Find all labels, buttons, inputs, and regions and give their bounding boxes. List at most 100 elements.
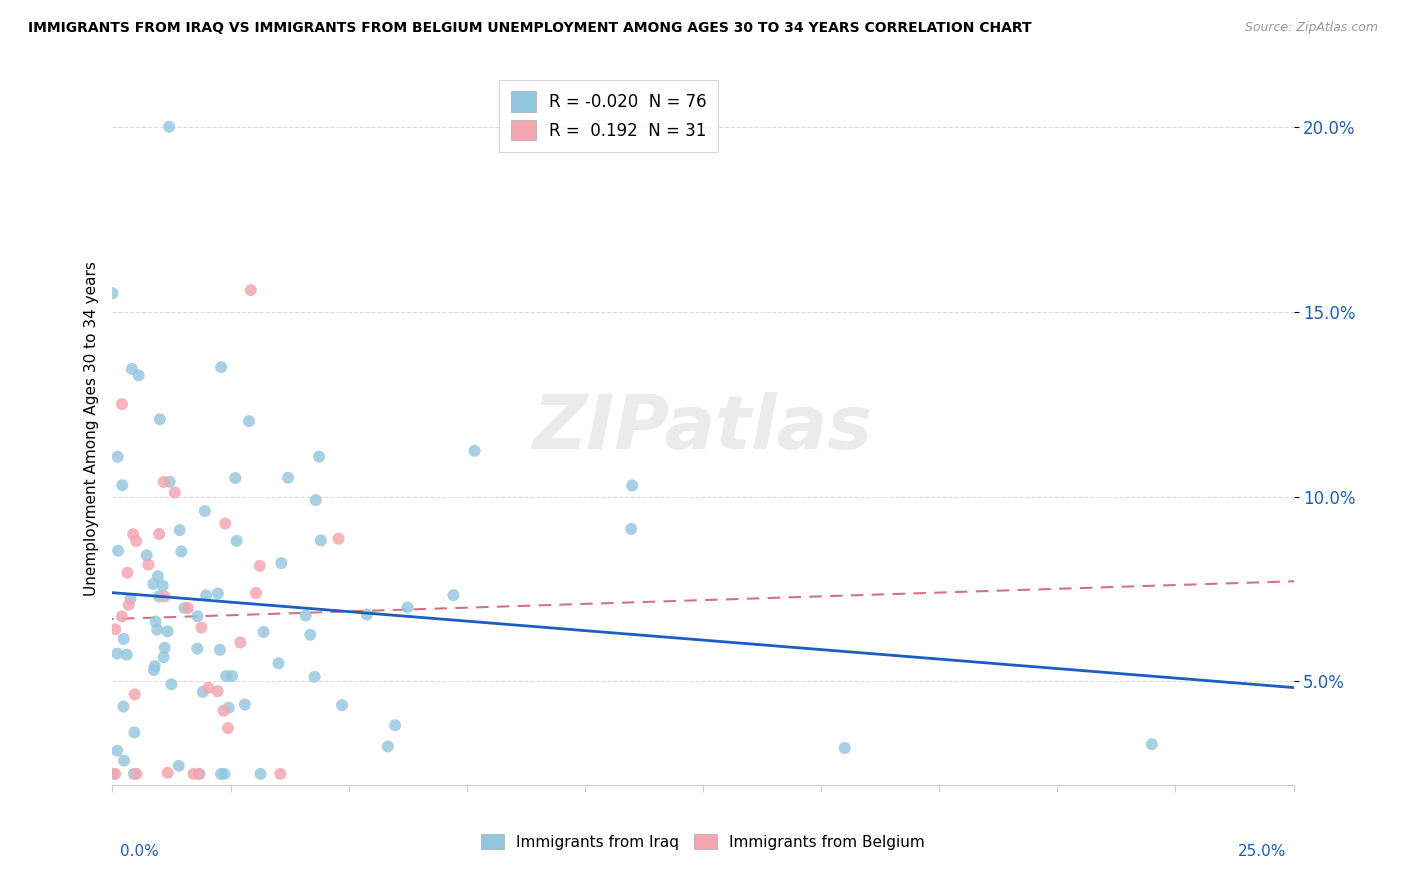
Immigrants from Iraq xyxy=(308,450,330,464)
Immigrants from Iraq xyxy=(195,588,218,602)
Immigrants from Iraq xyxy=(188,767,211,781)
Immigrants from Iraq xyxy=(309,533,332,548)
Immigrants from Iraq xyxy=(152,650,174,665)
Immigrants from Belgium xyxy=(111,609,134,624)
Immigrants from Belgium xyxy=(125,767,148,781)
Immigrants from Iraq xyxy=(267,657,290,671)
Immigrants from Iraq xyxy=(120,591,142,606)
Immigrants from Iraq xyxy=(107,543,129,558)
Immigrants from Belgium xyxy=(249,558,271,573)
Immigrants from Iraq xyxy=(191,685,214,699)
Immigrants from Belgium xyxy=(207,684,229,698)
Immigrants from Iraq xyxy=(621,478,644,492)
Immigrants from Iraq xyxy=(277,470,299,484)
Immigrants from Iraq xyxy=(304,670,326,684)
Immigrants from Belgium xyxy=(125,533,148,548)
Immigrants from Iraq xyxy=(152,579,174,593)
Immigrants from Belgium xyxy=(245,586,267,600)
Immigrants from Iraq xyxy=(153,640,176,655)
Immigrants from Iraq xyxy=(620,522,643,536)
Immigrants from Iraq xyxy=(142,663,165,677)
Immigrants from Belgium xyxy=(217,721,239,735)
Immigrants from Iraq xyxy=(105,647,128,661)
Immigrants from Iraq xyxy=(225,533,247,548)
Y-axis label: Unemployment Among Ages 30 to 34 years: Unemployment Among Ages 30 to 34 years xyxy=(83,260,98,596)
Immigrants from Belgium xyxy=(239,283,262,297)
Immigrants from Iraq xyxy=(270,556,292,570)
Text: IMMIGRANTS FROM IRAQ VS IMMIGRANTS FROM BELGIUM UNEMPLOYMENT AMONG AGES 30 TO 34: IMMIGRANTS FROM IRAQ VS IMMIGRANTS FROM … xyxy=(28,21,1032,35)
Immigrants from Iraq xyxy=(143,659,166,673)
Text: 0.0%: 0.0% xyxy=(120,845,159,859)
Immigrants from Belgium xyxy=(124,687,146,701)
Immigrants from Iraq xyxy=(464,443,486,458)
Immigrants from Belgium xyxy=(187,767,209,781)
Immigrants from Iraq xyxy=(1140,737,1163,751)
Immigrants from Iraq xyxy=(384,718,406,732)
Immigrants from Iraq xyxy=(218,700,240,714)
Immigrants from Iraq xyxy=(186,609,208,624)
Immigrants from Iraq xyxy=(294,608,316,623)
Immigrants from Iraq xyxy=(330,698,353,713)
Immigrants from Iraq xyxy=(145,615,167,629)
Immigrants from Iraq xyxy=(107,450,129,464)
Immigrants from Belgium xyxy=(190,621,212,635)
Immigrants from Iraq xyxy=(135,549,157,563)
Immigrants from Belgium xyxy=(104,623,127,637)
Immigrants from Belgium xyxy=(117,566,139,580)
Immigrants from Iraq xyxy=(238,414,260,428)
Immigrants from Belgium xyxy=(197,681,219,695)
Immigrants from Iraq xyxy=(233,698,256,712)
Immigrants from Iraq xyxy=(157,120,180,134)
Immigrants from Iraq xyxy=(101,286,124,301)
Immigrants from Belgium xyxy=(156,765,179,780)
Immigrants from Iraq xyxy=(443,588,465,602)
Immigrants from Iraq xyxy=(834,741,856,756)
Immigrants from Iraq xyxy=(194,504,217,518)
Immigrants from Iraq xyxy=(305,493,328,508)
Text: Source: ZipAtlas.com: Source: ZipAtlas.com xyxy=(1244,21,1378,34)
Immigrants from Belgium xyxy=(214,516,236,531)
Text: ZIPatlas: ZIPatlas xyxy=(533,392,873,465)
Immigrants from Belgium xyxy=(269,767,291,781)
Immigrants from Iraq xyxy=(148,590,170,604)
Immigrants from Iraq xyxy=(167,759,190,773)
Immigrants from Belgium xyxy=(111,397,134,411)
Immigrants from Belgium xyxy=(138,558,160,572)
Immigrants from Iraq xyxy=(156,624,179,639)
Immigrants from Iraq xyxy=(170,544,193,558)
Immigrants from Iraq xyxy=(122,767,145,781)
Immigrants from Belgium xyxy=(118,598,141,612)
Immigrants from Iraq xyxy=(209,360,232,375)
Immigrants from Iraq xyxy=(142,577,165,591)
Immigrants from Belgium xyxy=(163,485,186,500)
Immigrants from Belgium xyxy=(212,704,235,718)
Immigrants from Iraq xyxy=(115,648,138,662)
Immigrants from Iraq xyxy=(249,767,271,781)
Immigrants from Iraq xyxy=(124,725,146,739)
Immigrants from Iraq xyxy=(159,475,181,489)
Immigrants from Iraq xyxy=(146,569,169,583)
Immigrants from Iraq xyxy=(101,767,124,781)
Immigrants from Iraq xyxy=(169,523,191,537)
Immigrants from Iraq xyxy=(112,699,135,714)
Immigrants from Iraq xyxy=(224,471,246,485)
Immigrants from Iraq xyxy=(356,607,378,622)
Immigrants from Iraq xyxy=(149,412,172,426)
Immigrants from Iraq xyxy=(207,586,229,600)
Legend: Immigrants from Iraq, Immigrants from Belgium: Immigrants from Iraq, Immigrants from Be… xyxy=(475,828,931,855)
Immigrants from Iraq xyxy=(252,625,274,640)
Immigrants from Iraq xyxy=(173,601,195,615)
Immigrants from Iraq xyxy=(377,739,399,754)
Immigrants from Iraq xyxy=(214,767,236,781)
Immigrants from Iraq xyxy=(208,642,231,657)
Immigrants from Iraq xyxy=(186,641,208,656)
Immigrants from Iraq xyxy=(221,669,243,683)
Immigrants from Belgium xyxy=(177,601,200,615)
Immigrants from Iraq xyxy=(396,600,419,615)
Immigrants from Iraq xyxy=(215,669,238,683)
Immigrants from Iraq xyxy=(128,368,150,383)
Immigrants from Iraq xyxy=(121,362,143,376)
Immigrants from Belgium xyxy=(328,532,350,546)
Immigrants from Iraq xyxy=(299,628,322,642)
Immigrants from Belgium xyxy=(104,767,127,781)
